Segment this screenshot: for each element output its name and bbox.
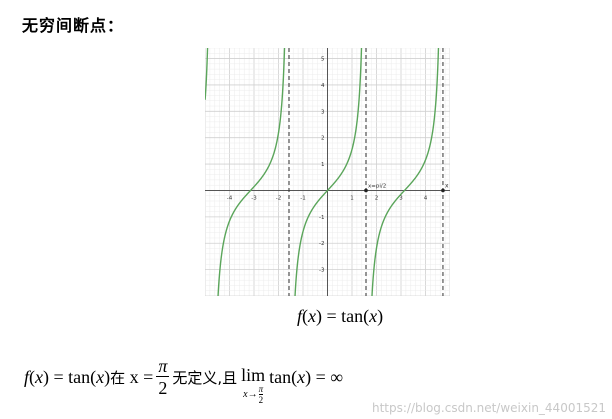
x-tick-label: -3 xyxy=(251,195,257,201)
tan-branch xyxy=(205,48,209,100)
formula-undef: 无定义,且 xyxy=(172,369,238,387)
caption-x: x xyxy=(308,306,317,326)
y-tick-label: -1 xyxy=(319,215,324,221)
tan-graph: -4 -3 -2 -1 1 2 3 4 -3 -2 -1 1 2 3 4 5 x=pi/2 x xyxy=(205,48,450,296)
formula-close: ) xyxy=(104,367,111,387)
point-pi-over-2 xyxy=(364,188,368,193)
asymptotes xyxy=(288,48,444,296)
tan-curves xyxy=(205,48,440,296)
frac-num: π xyxy=(156,356,170,377)
tick-labels: -4 -3 -2 -1 1 2 3 4 -3 -2 -1 1 2 3 4 5 xyxy=(227,57,428,274)
annotations: x=pi/2 x xyxy=(364,182,449,193)
frac-den: 2 xyxy=(158,378,168,398)
point-label: x=pi/2 xyxy=(368,183,386,189)
tan-branch xyxy=(217,48,286,296)
point-x-axis-end xyxy=(441,188,445,193)
graph-caption: f(x) = tan(x) xyxy=(297,306,384,326)
y-tick-label: -2 xyxy=(319,241,324,247)
lim-sub-frac: π 2 xyxy=(258,384,264,405)
tan-branch xyxy=(294,48,363,296)
y-tick-label: 4 xyxy=(321,83,325,89)
formula-x: x xyxy=(35,367,44,387)
x-tick-label: 3 xyxy=(399,195,403,201)
x-tick-label: -4 xyxy=(227,195,233,201)
formula-eq-tan: = tan( xyxy=(53,367,97,387)
y-tick-label: 2 xyxy=(321,136,325,142)
formula-tan: tan( xyxy=(269,367,298,387)
x-tick-label: 2 xyxy=(375,195,379,201)
definition-formula: f(x) = tan(x) 在 x = π 2 无定义,且 lim x → π 2… xyxy=(24,356,344,405)
x-tick-label: 4 xyxy=(424,195,428,201)
tan-branch xyxy=(371,48,440,296)
caption-rest: = tan( xyxy=(326,306,370,326)
limit-operator: lim x → π 2 xyxy=(241,366,265,405)
pi-over-two: π 2 xyxy=(156,356,170,399)
formula-x-eq: x = xyxy=(129,367,154,387)
lim-word: lim xyxy=(241,365,266,385)
formula-f: f xyxy=(24,367,30,387)
y-tick-label: 3 xyxy=(321,109,325,115)
x-tick-label: -2 xyxy=(276,195,281,201)
caption-close: ) xyxy=(377,306,384,326)
x-axis-label: x xyxy=(445,182,449,189)
x-tick-label: 1 xyxy=(350,195,354,201)
lim-sub-pi: π xyxy=(258,384,264,395)
caption-f: f xyxy=(297,306,303,326)
formula-zai: 在 xyxy=(110,369,126,387)
lim-subscript: x → π 2 xyxy=(243,384,264,405)
y-tick-label: -3 xyxy=(319,268,325,274)
lim-arrow: → xyxy=(247,388,258,400)
lim-sub-x: x xyxy=(243,388,248,400)
formula-x2: x xyxy=(96,367,105,387)
x-tick-label: -1 xyxy=(300,195,305,201)
y-tick-label: 1 xyxy=(321,162,325,168)
formula-eq-inf: ) = ∞ xyxy=(305,367,344,387)
lim-sub-two: 2 xyxy=(258,395,264,405)
caption-x2: x xyxy=(369,306,378,326)
section-heading: 无穷间断点： xyxy=(22,16,125,35)
formula-x3: x xyxy=(297,367,306,387)
watermark: https://blog.csdn.net/weixin_44001521 xyxy=(371,401,606,415)
y-tick-label: 5 xyxy=(321,57,325,63)
